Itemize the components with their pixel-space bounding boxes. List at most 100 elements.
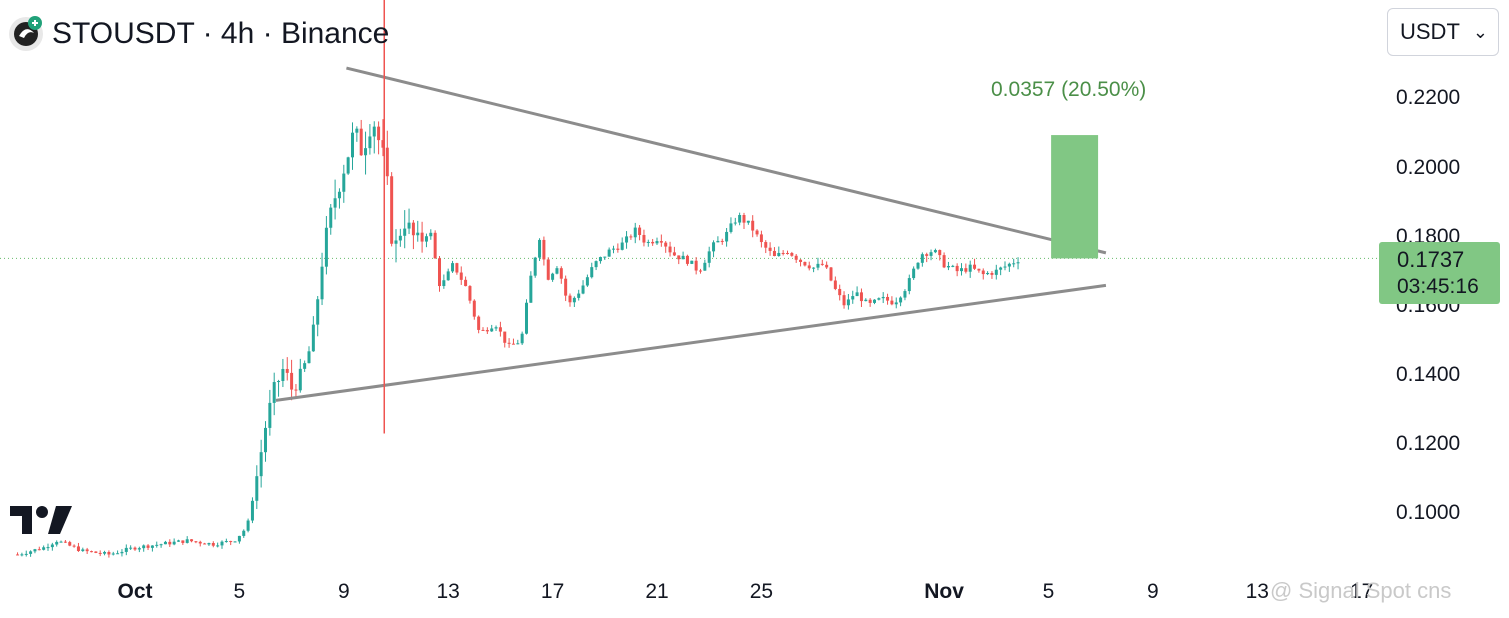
candle-body — [190, 539, 194, 542]
candle-body — [590, 267, 594, 278]
candle-body — [903, 291, 907, 298]
candle-body — [568, 295, 572, 303]
candle-body — [559, 268, 563, 279]
candle-body — [211, 543, 215, 546]
candle-body — [316, 299, 320, 325]
candle-body — [455, 263, 459, 273]
upper-trendline[interactable] — [346, 66, 1107, 255]
candle-body — [607, 249, 611, 257]
candle-body — [812, 267, 816, 269]
y-tick-label: 0.1400 — [1396, 362, 1461, 386]
candle-body — [768, 247, 772, 251]
candle-body — [938, 250, 942, 256]
candle-body — [868, 299, 872, 303]
measure-label: 0.0357 (20.50%) — [991, 78, 1147, 101]
candle-body — [177, 540, 180, 542]
candle-body — [520, 333, 524, 344]
watermark-text: @ Signal Spot cns — [1270, 578, 1452, 603]
candle-body — [355, 128, 359, 133]
candle-body — [794, 255, 798, 260]
candle-body — [498, 327, 502, 332]
candle-body — [155, 544, 159, 546]
candle-body — [790, 253, 794, 256]
candle-body — [951, 265, 955, 267]
candle-body — [229, 541, 233, 543]
candle-body — [638, 227, 642, 235]
candle-body — [494, 327, 498, 329]
candle-body — [581, 285, 585, 294]
candle-body — [829, 267, 833, 281]
candle-body — [842, 295, 846, 306]
candle-body — [516, 343, 520, 345]
candle-body — [111, 553, 115, 555]
candle-body — [237, 535, 241, 542]
candle-body — [577, 293, 581, 298]
projection-box[interactable] — [1051, 135, 1099, 259]
candle-body — [337, 191, 341, 199]
candle-body — [616, 248, 620, 250]
candle-body — [94, 551, 98, 553]
candle-body — [572, 297, 576, 303]
candle-body — [564, 278, 568, 296]
tradingview-logo-icon[interactable] — [10, 504, 74, 536]
candle-body — [281, 368, 285, 382]
candle-body — [916, 262, 920, 269]
candle-body — [120, 551, 124, 554]
candle-body — [394, 240, 398, 244]
x-tick-label: 9 — [1147, 580, 1159, 603]
x-tick-label: Oct — [117, 580, 153, 603]
candle-body — [742, 215, 746, 223]
candle-body — [16, 554, 20, 556]
candle-body — [116, 553, 120, 555]
x-tick-label: 21 — [645, 580, 669, 603]
candle-body — [877, 298, 881, 300]
candle-body — [390, 176, 394, 244]
candle-body — [194, 541, 198, 543]
candle-body — [372, 126, 376, 137]
candle-body — [46, 547, 50, 549]
candle-body — [664, 242, 668, 247]
candle-body — [290, 372, 294, 390]
candle-body — [712, 242, 716, 252]
candle-body — [433, 232, 437, 259]
candle-body — [864, 299, 868, 302]
candle-body — [242, 530, 246, 536]
candle-body — [268, 402, 272, 428]
candle-body — [490, 328, 494, 332]
candle-body — [255, 476, 259, 501]
candle-body — [699, 270, 702, 272]
candle-body — [72, 545, 76, 547]
y-tick-label: 0.1800 — [1396, 224, 1461, 248]
candle-body — [333, 198, 337, 208]
candle-body — [1007, 263, 1011, 267]
candle-body — [424, 236, 428, 242]
y-tick-label: 0.2000 — [1396, 155, 1461, 179]
candle-body — [986, 272, 990, 275]
candle-body — [42, 547, 46, 550]
candle-body — [163, 541, 167, 545]
candle-body — [24, 553, 28, 555]
candle-body — [468, 286, 472, 301]
candle-body — [159, 544, 163, 546]
candle-body — [368, 136, 372, 149]
candle-body — [651, 241, 655, 244]
candles-group — [16, 119, 1020, 558]
candle-body — [781, 252, 785, 254]
candle-body — [677, 255, 681, 260]
currency-unit-select[interactable]: USDT ⌄ — [1387, 8, 1499, 56]
candle-body — [207, 543, 211, 545]
candle-body — [755, 230, 759, 235]
candle-body — [264, 427, 267, 453]
candle-body — [511, 343, 515, 345]
candle-body — [846, 299, 850, 306]
x-tick-label: 5 — [233, 580, 246, 603]
x-tick-label: 17 — [540, 580, 565, 603]
candle-body — [33, 549, 37, 552]
candle-body — [642, 234, 646, 243]
symbol-title: STOUSDT · 4h · Binance — [52, 17, 390, 50]
candle-body — [873, 299, 876, 303]
candle-body — [85, 549, 89, 552]
candle-body — [746, 220, 750, 223]
lower-trendline[interactable] — [275, 283, 1107, 402]
